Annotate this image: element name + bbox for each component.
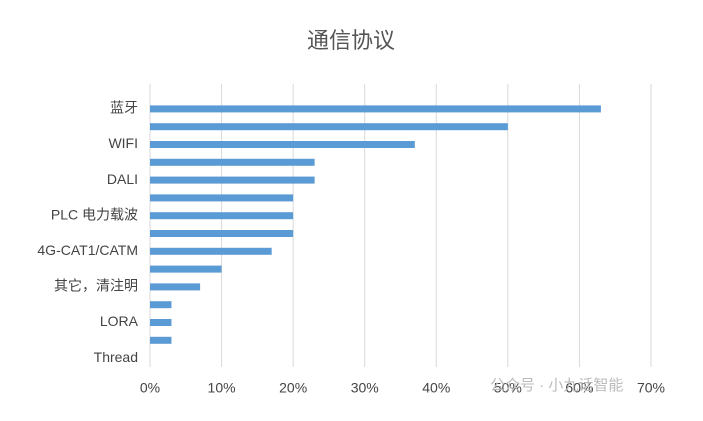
bar bbox=[150, 230, 294, 237]
bar bbox=[150, 158, 315, 166]
bar bbox=[150, 123, 508, 131]
x-tick-label: 70% bbox=[637, 380, 665, 396]
x-tick-label: 10% bbox=[208, 380, 236, 396]
y-tick-label: WIFI bbox=[108, 135, 138, 151]
x-tick-label: 50% bbox=[494, 380, 522, 396]
x-tick-label: 40% bbox=[422, 380, 450, 396]
x-tick-label: 0% bbox=[140, 380, 160, 396]
bar bbox=[150, 265, 222, 273]
y-tick-label: Thread bbox=[94, 349, 138, 365]
bar bbox=[150, 336, 172, 344]
bar bbox=[150, 247, 272, 255]
y-tick-label: 蓝牙 bbox=[110, 100, 138, 116]
y-tick-label: 其它，清注明 bbox=[54, 278, 138, 294]
y-tick-label: DALI bbox=[107, 171, 138, 187]
bar bbox=[150, 212, 294, 220]
bar bbox=[150, 105, 601, 113]
x-tick-label: 20% bbox=[279, 380, 307, 396]
x-tick-label: 30% bbox=[351, 380, 379, 396]
x-tick-label: 60% bbox=[565, 380, 593, 396]
chart-title: 通信协议 bbox=[307, 28, 395, 53]
bar bbox=[150, 194, 294, 202]
bar bbox=[150, 283, 201, 291]
bar bbox=[150, 141, 415, 148]
y-tick-label: 4G-CAT1/CATM bbox=[37, 242, 138, 258]
bar bbox=[150, 319, 172, 326]
y-tick-label: PLC 电力载波 bbox=[51, 206, 138, 222]
bar bbox=[150, 176, 315, 184]
y-tick-label: LORA bbox=[100, 313, 139, 329]
watermark: 公众号 · 小九话智能 bbox=[490, 376, 623, 394]
bar bbox=[150, 301, 172, 309]
